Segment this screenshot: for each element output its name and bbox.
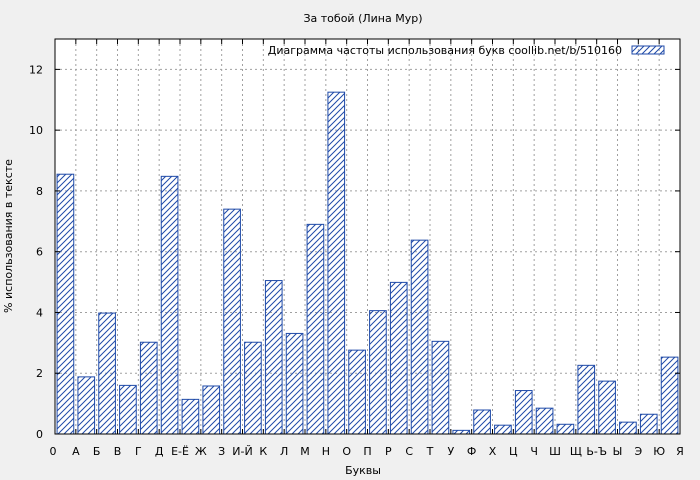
bar-20 xyxy=(452,429,471,435)
bar-21 xyxy=(473,409,491,435)
x-tick-label: Ь-Ъ xyxy=(586,445,607,458)
x-axis-label: Буквы xyxy=(345,464,381,477)
bar-19 xyxy=(431,340,450,435)
y-tick-label: 4 xyxy=(36,306,43,319)
chart-title: За тобой (Лина Мур) xyxy=(303,12,422,25)
x-tick-label: В xyxy=(114,445,122,458)
x-tick-label: Г xyxy=(135,445,142,458)
bar-14 xyxy=(327,91,346,435)
bar-4 xyxy=(119,384,137,435)
x-tick-label: Я xyxy=(676,445,684,458)
bar-28 xyxy=(619,421,637,435)
x-tick-label: Р xyxy=(385,445,392,458)
x-tick-label: К xyxy=(259,445,267,458)
bar-5 xyxy=(139,341,158,435)
y-tick-label: 8 xyxy=(36,185,43,198)
bar-3 xyxy=(98,312,116,435)
bar-6 xyxy=(160,175,179,435)
bar-22 xyxy=(494,424,512,435)
bar-24 xyxy=(535,407,554,435)
x-tick-label: Х xyxy=(489,445,497,458)
bar-11 xyxy=(264,280,283,435)
bar-17 xyxy=(389,281,408,435)
x-tick-label: Н xyxy=(322,445,330,458)
bar-15 xyxy=(348,349,366,435)
bar-2 xyxy=(77,376,96,435)
bar-29 xyxy=(639,413,658,435)
bar-12 xyxy=(285,332,304,435)
bar-10 xyxy=(244,341,262,435)
x-tick-label: Ц xyxy=(509,445,518,458)
legend-swatch xyxy=(631,45,665,55)
y-tick-label: 6 xyxy=(36,246,43,259)
bar-1 xyxy=(56,173,75,435)
x-tick-label: Д xyxy=(155,445,164,458)
x-tick-label: Ш xyxy=(549,445,561,458)
grid-layer xyxy=(55,39,680,434)
x-tick-label: Е-Ё xyxy=(171,445,189,458)
y-tick-label: 2 xyxy=(36,367,43,380)
bar-7 xyxy=(181,398,200,435)
x-tick-label: Щ xyxy=(570,445,582,458)
bar-13 xyxy=(306,223,325,435)
x-tick-label: Ч xyxy=(530,445,538,458)
x-tick-label: О xyxy=(342,445,351,458)
x-tick-label: М xyxy=(300,445,310,458)
x-tick-label: П xyxy=(363,445,371,458)
bar-18 xyxy=(410,239,429,435)
x-tick-label: А xyxy=(72,445,80,458)
x-tick-label: Ф xyxy=(467,445,476,458)
x-axis-start-label: 0 xyxy=(50,445,57,458)
x-tick-label: У xyxy=(447,445,454,458)
y-tick-label: 10 xyxy=(29,124,43,137)
legend-label: Диаграмма частоты использования букв coo… xyxy=(268,44,622,57)
y-tick-label: 0 xyxy=(36,428,43,441)
bars-layer xyxy=(56,91,679,435)
x-tick-label: Ю xyxy=(653,445,665,458)
bar-25 xyxy=(556,423,575,435)
x-tick-label: Б xyxy=(93,445,101,458)
bar-30 xyxy=(660,356,679,435)
x-tick-label: С xyxy=(405,445,413,458)
bar-16 xyxy=(369,310,387,435)
x-tick-label: Т xyxy=(426,445,434,458)
bar-26 xyxy=(577,364,596,435)
bar-9 xyxy=(223,208,241,435)
y-axis-label: % использования в тексте xyxy=(2,159,15,313)
x-tick-label: Э xyxy=(634,445,642,458)
bar-27 xyxy=(598,380,616,435)
bar-23 xyxy=(514,390,533,435)
legend: Диаграмма частоты использования букв coo… xyxy=(268,44,665,57)
ticks-layer: 0 2 4 6 8 10 12 0 А Б В Г Д Е-Ё Ж З И-Й К Л М Н О П Р С Т У Ф Х Ц Ч Ш Щ Ь… xyxy=(29,39,684,458)
x-tick-label: З xyxy=(218,445,225,458)
bar-8 xyxy=(202,385,221,435)
x-tick-label: Ы xyxy=(613,445,623,458)
y-tick-label: 12 xyxy=(29,63,43,76)
x-tick-label: И-Й xyxy=(232,445,252,458)
x-tick-label: Ж xyxy=(195,445,207,458)
x-tick-label: Л xyxy=(280,445,288,458)
